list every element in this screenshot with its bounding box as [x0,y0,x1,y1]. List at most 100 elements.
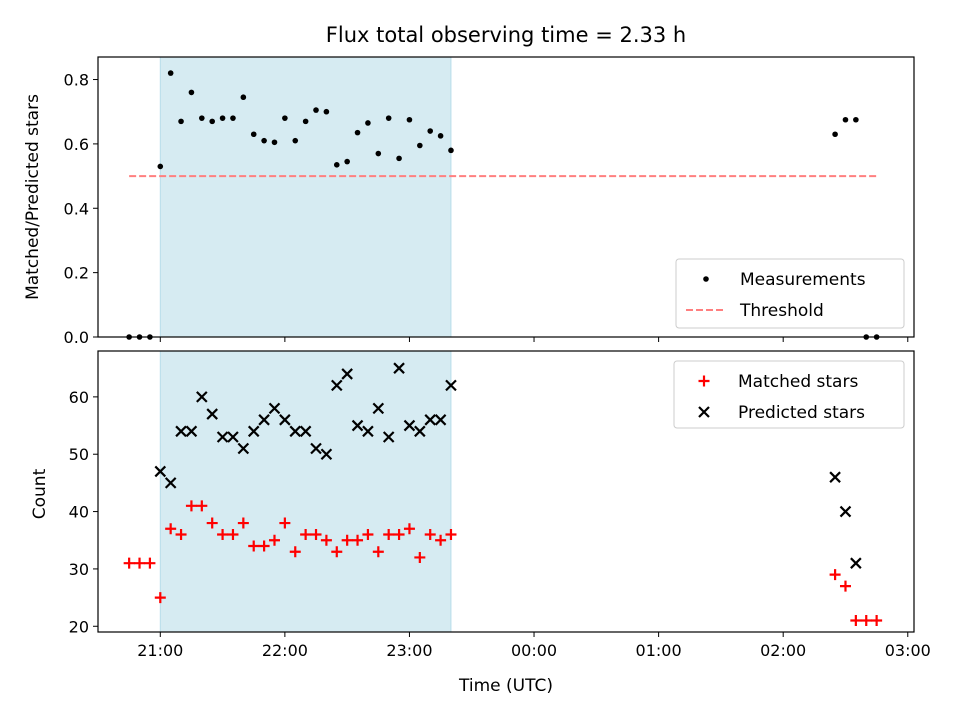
count-series-matched-stars-point [352,534,364,546]
count-series-predicted-stars-point [206,408,218,420]
ratio-axes-frame [97,56,915,338]
count-y-tick-label: 20 [69,617,89,636]
ratio-series-measurements-point [842,116,849,123]
count-legend-marker [698,375,710,387]
count-series-matched-stars-point [196,500,208,512]
count-legend-box [673,360,905,429]
count-x-tick-label: 21:00 [137,641,183,660]
ratio-series-measurements-point [282,115,288,121]
count-series-matched-stars-point [123,557,135,569]
count-x-tick-label: 00:00 [511,641,557,660]
count-axes-frame [97,350,915,633]
count-series-matched-stars-point [248,540,260,552]
ratio-series-measurements-point [365,120,371,126]
count-series-predicted-stars-point [414,425,426,438]
count-series-matched-stars-point [227,529,239,541]
count-series-predicted-stars-point [403,419,416,432]
count-series-predicted-stars-point [268,402,281,415]
count-series-predicted-stars-point [227,431,239,443]
count-series-predicted-stars-point [331,379,343,392]
ratio-series-measurements-point [219,115,226,121]
count-y-tick-label: 30 [69,560,89,579]
ratio-series-measurements-point [437,133,444,139]
count-series-matched-stars-point [414,551,426,563]
ratio-y-tick-label: 0.4 [64,199,89,218]
count-series-matched-stars-point [289,546,301,558]
ratio-series-measurements-point [250,131,257,138]
ratio-series-measurements-point [344,158,350,165]
count-series-matched-stars-point [372,546,384,558]
count-series-matched-stars-point [310,529,322,541]
count-series-matched-stars-point [320,534,332,546]
ratio-series-measurements-point [427,128,434,134]
count-legend-label: Matched stars [738,372,858,392]
count-series-predicted-stars-point [372,402,385,415]
count-series-matched-stars-point [362,529,374,541]
count-series-matched-stars-point [403,523,415,535]
ratio-series-measurements-point [354,129,361,136]
ratio-legend-box [675,258,905,329]
count-series-matched-stars-point [850,615,862,627]
ratio-series-measurements-point [188,89,195,96]
count-x-tick-label: 01:00 [636,641,682,660]
ratio-series-measurements-point [313,107,319,113]
count-series-matched-stars-point [237,517,249,529]
count-series-predicted-stars-point [351,419,364,432]
ratio-series-measurements-point [157,163,164,170]
count-series-matched-stars-point [860,615,872,627]
count-series-matched-stars-point [871,615,883,627]
ratio-y-tick-label: 0.0 [64,328,89,347]
ratio-y-tick-label: 0.6 [64,135,89,154]
count-series-matched-stars-point [829,569,841,581]
ratio-series-measurements-point [853,116,859,123]
count-series-matched-stars-point [185,500,197,512]
ratio-series-measurements-point [396,155,402,162]
ratio-y-tick-label: 0.8 [64,71,89,90]
count-series-matched-stars-point [839,580,851,592]
count-series-predicted-stars-point [839,505,852,518]
count-series-predicted-stars-point [175,425,187,438]
count-series-matched-stars-point [154,592,166,604]
count-series-predicted-stars-point [289,425,302,438]
count-y-tick-label: 50 [69,445,89,464]
count-panel: 20 30 40 50 60 21:00 22:00 23:00 00:00 01:00 02:00… [69,350,931,660]
count-series-matched-stars-point [134,557,146,569]
count-series-predicted-stars-point [247,425,260,438]
count-y-axis-label: Count [30,468,50,519]
ratio-panel: 0.0 0.2 0.4 0.6 0.8 Measurements Threshold [64,56,915,347]
count-series-matched-stars-point [300,529,312,541]
ratio-highlight-span [159,56,452,338]
count-series-predicted-stars-point [382,431,395,443]
ratio-series-measurements-point [323,108,330,115]
count-series-matched-stars-point [175,529,187,541]
count-series-predicted-stars-point [237,442,250,455]
ratio-series-measurements-point [240,94,247,101]
ratio-series-measurements-point [261,137,267,144]
count-series-matched-stars-point [165,523,177,535]
count-series-predicted-stars-point [424,414,436,426]
ratio-series-measurements-point [417,142,423,149]
count-series-matched-stars-point [435,534,447,546]
count-series-predicted-stars-point [434,414,447,426]
count-series-matched-stars-point [206,517,218,529]
count-legend-marker [698,406,710,418]
ratio-series-measurements-point [375,150,382,157]
ratio-series-measurements-point [302,118,309,125]
count-series-predicted-stars-point [850,557,862,569]
ratio-series-measurements-point [448,147,454,154]
count-series-matched-stars-point [445,529,457,541]
ratio-series-measurements-point [178,118,184,125]
count-series-predicted-stars-point [196,391,208,403]
ratio-legend-label: Threshold [739,301,824,321]
count-series-predicted-stars-point [216,431,229,443]
ratio-legend-label: Measurements [740,270,866,290]
count-series-predicted-stars-point [362,425,374,438]
count-series-predicted-stars-point [154,465,167,478]
ratio-series-measurements-point [230,115,236,121]
ratio-series-measurements-point [406,116,413,123]
count-x-tick-label: 23:00 [386,641,432,660]
ratio-y-axis-label: Matched/Predicted stars [23,94,43,300]
count-series-predicted-stars-point [279,414,291,426]
ratio-legend-marker [703,276,709,282]
count-series-predicted-stars-point [258,414,270,426]
